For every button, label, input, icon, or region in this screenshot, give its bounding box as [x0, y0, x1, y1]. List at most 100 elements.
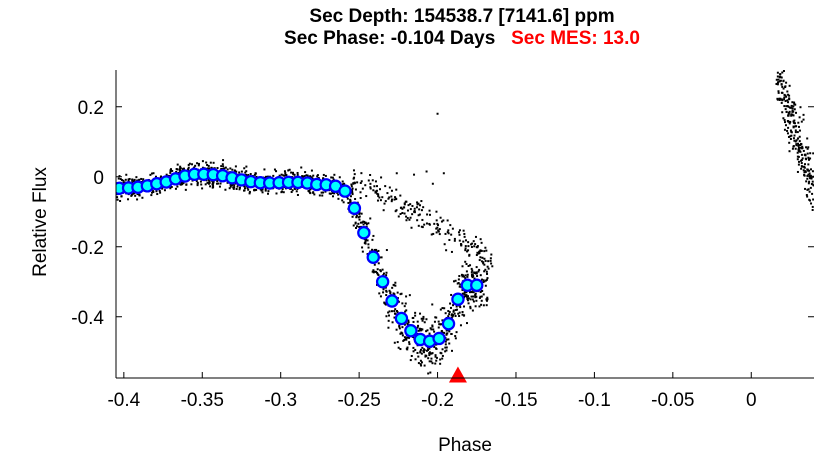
raw-point	[306, 174, 309, 177]
raw-point	[425, 349, 428, 352]
raw-point	[803, 171, 806, 174]
raw-point	[433, 222, 436, 225]
raw-point	[435, 231, 438, 234]
raw-point	[331, 176, 334, 179]
raw-point	[807, 156, 810, 159]
raw-point	[432, 232, 435, 235]
raw-point	[780, 83, 783, 86]
raw-point	[420, 317, 423, 320]
raw-point	[458, 285, 461, 288]
raw-point	[490, 253, 493, 256]
raw-point	[482, 261, 485, 264]
raw-point	[779, 59, 781, 61]
raw-point	[312, 191, 315, 194]
raw-point	[413, 207, 416, 210]
raw-point	[131, 193, 134, 196]
raw-point	[416, 326, 419, 329]
raw-point	[440, 352, 443, 355]
y-tick: -0.2	[71, 238, 814, 259]
raw-point	[786, 132, 789, 135]
raw-point	[395, 309, 398, 312]
raw-point	[421, 346, 424, 349]
raw-point	[161, 187, 164, 190]
raw-point	[779, 76, 782, 79]
raw-point	[282, 174, 285, 177]
x-tick: -0.05	[651, 372, 694, 411]
raw-point	[428, 360, 431, 363]
raw-point	[425, 222, 428, 225]
raw-point	[191, 163, 194, 166]
raw-point	[794, 131, 797, 134]
raw-point	[291, 189, 294, 192]
raw-point	[461, 288, 464, 291]
raw-point	[388, 186, 391, 189]
raw-point	[484, 259, 487, 262]
raw-point	[490, 262, 493, 265]
raw-point	[435, 356, 438, 359]
raw-point	[804, 154, 807, 157]
raw-point	[793, 101, 796, 104]
raw-point	[380, 176, 383, 179]
x-tick-label: -0.25	[337, 390, 380, 411]
raw-point	[375, 189, 378, 192]
raw-point	[253, 173, 256, 176]
raw-point	[788, 97, 791, 100]
binned-point	[404, 324, 418, 338]
raw-point	[465, 263, 468, 266]
raw-point	[374, 180, 377, 183]
raw-point	[395, 198, 398, 201]
raw-point	[408, 343, 411, 346]
raw-point	[355, 216, 358, 219]
raw-point	[395, 188, 398, 191]
raw-point	[407, 319, 410, 322]
raw-point	[211, 183, 214, 186]
raw-point	[220, 168, 223, 171]
raw-point	[785, 95, 788, 98]
raw-point	[446, 231, 449, 234]
raw-point	[463, 293, 466, 296]
raw-point	[324, 174, 327, 177]
raw-point	[467, 249, 470, 252]
raw-point	[420, 225, 423, 228]
raw-point	[474, 293, 477, 296]
raw-point	[775, 57, 777, 59]
raw-point	[293, 173, 296, 176]
raw-point	[800, 143, 803, 146]
raw-point	[796, 170, 799, 173]
x-tick-label: 0	[746, 390, 757, 411]
raw-point	[810, 202, 813, 205]
raw-point	[417, 224, 420, 227]
raw-point	[243, 167, 246, 170]
raw-point	[438, 323, 441, 326]
raw-point	[806, 152, 809, 155]
raw-point	[397, 346, 400, 349]
raw-point	[450, 349, 453, 352]
raw-point	[418, 213, 421, 216]
raw-point	[349, 195, 352, 198]
raw-point	[311, 177, 314, 180]
raw-point	[458, 239, 461, 242]
raw-point	[425, 170, 428, 173]
raw-point	[407, 321, 410, 324]
raw-point	[360, 172, 363, 175]
raw-point	[775, 57, 777, 59]
raw-point	[378, 188, 381, 191]
raw-point	[133, 178, 136, 181]
raw-point	[244, 171, 247, 174]
binned-point	[366, 250, 380, 264]
raw-point	[394, 210, 397, 213]
raw-point	[140, 177, 143, 180]
raw-point	[800, 159, 803, 162]
raw-point	[807, 182, 810, 185]
raw-point	[793, 139, 796, 142]
raw-point	[776, 75, 779, 78]
raw-point	[318, 194, 321, 197]
raw-point	[413, 209, 416, 212]
raw-point	[470, 271, 473, 274]
raw-point	[212, 180, 215, 183]
raw-point	[812, 198, 814, 201]
raw-point	[487, 260, 490, 263]
raw-point	[308, 189, 311, 192]
raw-point	[384, 303, 387, 306]
raw-point	[784, 100, 787, 103]
